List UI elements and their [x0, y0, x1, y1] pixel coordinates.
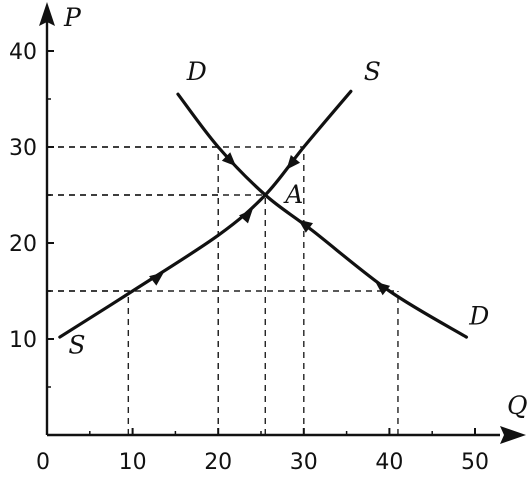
x-axis-label: Q: [507, 391, 528, 420]
direction-arrow-icon: [149, 272, 164, 286]
curves: [58, 89, 469, 339]
x-tick-label: 0: [36, 450, 50, 475]
guide-lines: [47, 146, 399, 435]
demand-curve: [176, 92, 469, 339]
y-tick-label: 20: [9, 232, 37, 257]
y-tick-label: 10: [9, 328, 37, 353]
demand-curve-label: D: [186, 57, 207, 86]
x-tick-label: 20: [204, 450, 232, 475]
equilibrium-label: A: [283, 180, 303, 209]
direction-arrow-icon: [286, 155, 301, 170]
x-tick-label: 10: [119, 450, 147, 475]
direction-arrow-icon: [221, 152, 237, 167]
direction-arrow-icon: [298, 219, 313, 233]
x-axis-arrow: [500, 426, 526, 444]
y-tick-label: 30: [9, 136, 37, 161]
x-tick-label: 50: [461, 450, 489, 475]
supply-curve-label: S: [68, 330, 85, 359]
demand-curve-label: D: [468, 302, 489, 331]
y-axis-arrow: [39, 2, 55, 26]
direction-arrow-icon: [375, 281, 391, 296]
labels: Q P A D S S D: [63, 3, 528, 420]
axes: [39, 2, 526, 444]
y-tick-label: 40: [9, 40, 37, 65]
x-tick-label: 30: [290, 450, 318, 475]
y-axis-label: P: [63, 3, 82, 32]
ticks: 0 10 20 30 40 50 10 20 30 40: [9, 40, 489, 475]
x-tick-label: 40: [375, 450, 403, 475]
supply-curve-label: S: [364, 57, 381, 86]
direction-arrow-icon: [239, 208, 253, 224]
supply-curve: [58, 89, 353, 339]
direction-arrows: [149, 152, 391, 296]
